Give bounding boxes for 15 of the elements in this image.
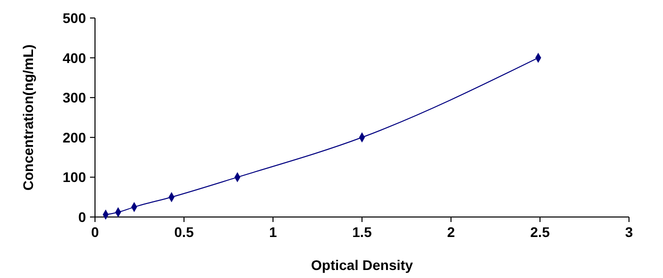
- x-axis-title: Optical Density: [311, 257, 414, 273]
- x-tick-label: 0: [91, 224, 100, 240]
- x-tick-label: 2: [447, 224, 456, 240]
- y-tick-label: 500: [62, 10, 86, 26]
- x-tick-label: 2.5: [530, 224, 550, 240]
- x-tick-label: 1: [269, 224, 278, 240]
- y-tick-label: 400: [62, 50, 86, 66]
- x-tick-label: 3: [625, 224, 634, 240]
- y-tick-label: 300: [62, 90, 86, 106]
- y-tick-label: 0: [78, 209, 86, 225]
- y-tick-label: 100: [62, 169, 86, 186]
- x-tick-label: 0.5: [174, 224, 194, 240]
- y-axis-title: Concentration(ng/mL): [20, 44, 36, 191]
- x-tick-label: 1.5: [352, 224, 372, 240]
- y-tick-label: 200: [62, 129, 86, 146]
